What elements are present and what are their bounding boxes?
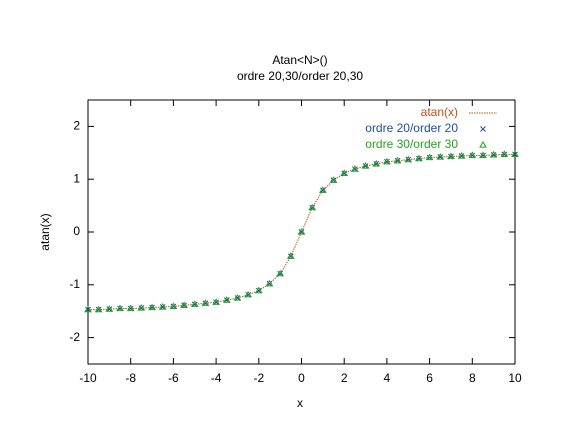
data-point	[190, 300, 199, 307]
data-point	[500, 150, 509, 157]
x-tick-label: -2	[253, 371, 264, 385]
x-tick-label: -10	[79, 371, 97, 385]
data-point	[286, 252, 295, 259]
y-tick-label: 1	[73, 171, 80, 185]
data-point	[404, 155, 413, 163]
y-tick-label: 2	[73, 119, 80, 133]
y-axis-label: atan(x)	[38, 213, 52, 250]
y-tick-label: -2	[69, 330, 80, 344]
data-point	[212, 298, 220, 305]
data-point	[383, 157, 391, 165]
data-point	[169, 302, 178, 310]
data-point	[447, 152, 455, 160]
x-tick-label: 4	[384, 371, 391, 385]
data-point	[297, 228, 306, 235]
data-point	[222, 296, 231, 303]
legend-label: ordre 30/order 30	[365, 137, 458, 151]
data-point	[276, 269, 285, 277]
data-point	[425, 153, 434, 161]
data-point	[489, 150, 498, 158]
x-tick-label: 6	[426, 371, 433, 385]
x-tick-label: 2	[341, 371, 348, 385]
legend-swatch	[480, 126, 486, 132]
x-tick-label: -6	[168, 371, 179, 385]
data-point	[457, 151, 466, 159]
data-line	[88, 153, 515, 311]
data-point	[94, 305, 103, 313]
data-point	[201, 299, 210, 306]
data-point	[148, 303, 156, 311]
data-point	[415, 154, 423, 162]
data-point	[351, 165, 359, 172]
data-point	[244, 290, 252, 298]
x-tick-label: -8	[125, 371, 136, 385]
data-point	[158, 302, 167, 310]
data-point	[479, 151, 487, 159]
data-point	[361, 162, 370, 169]
x-tick-label: 8	[469, 371, 476, 385]
y-tick-label: -1	[69, 277, 80, 291]
x-tick-label: -4	[211, 371, 222, 385]
legend-swatch	[479, 141, 487, 148]
chart-subtitle: ordre 20,30/order 20,30	[237, 69, 363, 83]
data-point	[254, 286, 263, 294]
legend-label: ordre 20/order 20	[365, 121, 458, 135]
x-axis-label: x	[297, 396, 303, 410]
data-point	[340, 169, 349, 176]
x-tick-label: 10	[508, 371, 522, 385]
data-point	[436, 153, 445, 160]
legend-label: atan(x)	[421, 105, 458, 119]
y-tick-label: 0	[73, 224, 80, 238]
data-point	[116, 304, 124, 312]
chart-title: Atan<N>()	[272, 53, 327, 67]
data-point	[468, 151, 477, 159]
data-point	[393, 156, 402, 164]
data-point	[318, 186, 327, 193]
data-point	[126, 304, 135, 312]
data-point	[329, 176, 338, 183]
data-point	[511, 150, 519, 157]
data-point	[180, 301, 188, 308]
data-point	[105, 305, 114, 312]
data-point	[372, 159, 381, 167]
data-point	[233, 294, 242, 301]
data-point	[308, 203, 317, 211]
data-point	[137, 304, 146, 311]
x-tick-label: 0	[298, 371, 305, 385]
data-point	[265, 279, 274, 287]
data-point	[84, 305, 92, 313]
